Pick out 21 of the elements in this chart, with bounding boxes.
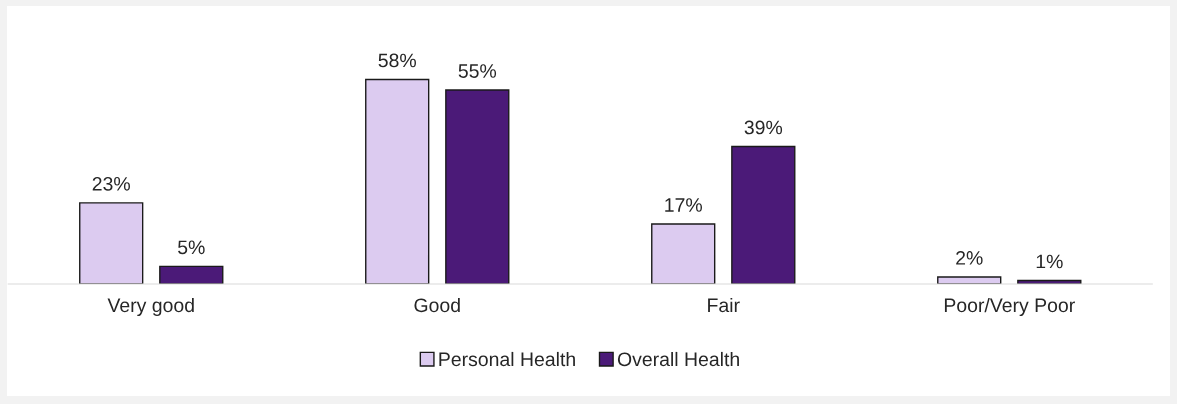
data-label: 39%	[744, 120, 783, 135]
x-tick-label: Fair	[708, 297, 740, 313]
data-label: 55%	[458, 64, 497, 78]
legend-label: Personal Health	[439, 351, 575, 367]
data-label: 17%	[665, 198, 702, 212]
x-tick-label: Poor/Very Poor	[944, 297, 1075, 317]
x-tick-label: Good	[414, 297, 460, 313]
bar	[731, 145, 796, 285]
bar	[159, 265, 224, 285]
data-label: 23%	[92, 176, 130, 191]
data-label: 58%	[378, 53, 416, 68]
legend-label: Overall Health	[617, 351, 739, 367]
data-label: 5%	[178, 240, 205, 255]
bar	[937, 276, 1002, 285]
bar	[651, 223, 716, 285]
data-label: 1%	[1036, 254, 1063, 269]
x-tick-label: Very good	[107, 297, 194, 317]
bar	[445, 89, 510, 285]
data-label: 2%	[956, 251, 983, 265]
bar	[79, 202, 144, 285]
bar	[365, 78, 430, 285]
